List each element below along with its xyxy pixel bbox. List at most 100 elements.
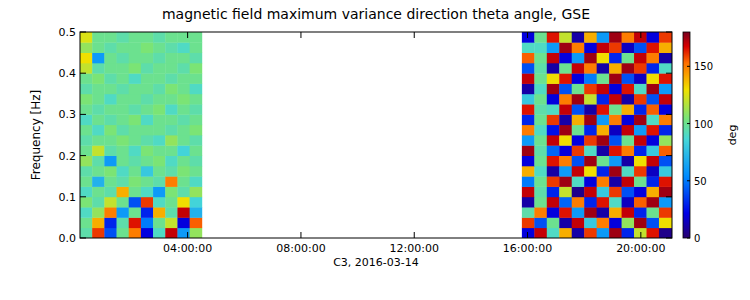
cell [547,166,560,177]
cell [177,166,190,177]
cell [522,104,535,115]
cell [559,135,572,146]
cell [522,84,535,95]
cell [104,84,117,95]
cell [104,145,117,156]
cell [117,135,130,146]
cell [165,84,178,95]
cell [165,197,178,208]
cell [177,42,190,53]
cell [92,156,105,167]
cell [534,84,547,95]
cell [584,42,597,53]
cell [165,228,178,238]
cell [117,207,130,218]
x-tick-label: 08:00:00 [276,242,325,255]
cell [92,135,105,146]
cell [117,166,130,177]
x-tick [527,32,528,38]
cell [584,53,597,64]
cell [129,94,142,105]
cell [634,166,647,177]
cell [104,53,117,64]
cell [522,32,535,43]
cell [129,114,142,125]
cell [522,53,535,64]
cell [190,53,203,64]
cell [609,63,622,74]
cell [522,156,535,167]
cell [190,207,203,218]
cell [647,73,660,84]
cell [609,176,622,187]
cell [104,63,117,74]
cell [117,42,130,53]
cell [609,114,622,125]
cell [572,125,585,136]
x-tick [414,32,415,38]
cell [92,104,105,115]
cell [104,166,117,177]
cell [559,145,572,156]
cell [609,145,622,156]
cell [129,156,142,167]
x-tick [187,32,188,38]
cell [647,228,660,238]
cell [104,114,117,125]
cell [634,53,647,64]
cell [80,42,93,53]
cell [572,53,585,64]
cell [129,228,142,238]
cell [609,94,622,105]
cell [634,84,647,95]
cell [622,125,635,136]
cell [117,63,130,74]
cell [141,145,154,156]
x-tick-label: 16:00:00 [503,242,552,255]
cell [129,125,142,136]
cell [129,32,142,43]
cell [92,53,105,64]
cell [129,217,142,228]
cell [584,73,597,84]
cell [165,73,178,84]
cell [584,156,597,167]
cell [165,135,178,146]
y-tick [666,238,672,239]
cell [559,228,572,238]
cell [534,125,547,136]
cell [634,42,647,53]
cell [622,32,635,43]
cell [141,104,154,115]
cell [597,53,610,64]
cell [165,187,178,198]
cell [522,166,535,177]
cell [634,94,647,105]
cell [584,145,597,156]
y-tick-label: 0.0 [59,232,77,245]
cell [572,187,585,198]
cell [165,156,178,167]
cell [559,187,572,198]
cell [659,166,672,177]
cell [534,145,547,156]
cell [584,125,597,136]
cell [634,73,647,84]
cell [141,32,154,43]
cell [80,207,93,218]
frame [80,32,672,238]
cell [534,207,547,218]
cell [129,53,142,64]
cell [117,228,130,238]
cell [572,207,585,218]
cell [190,42,203,53]
cell [522,94,535,105]
cell [522,145,535,156]
cell [117,84,130,95]
cell [177,156,190,167]
cell [547,42,560,53]
cell [647,104,660,115]
cell [572,94,585,105]
cell [547,53,560,64]
y-tick [80,196,86,197]
